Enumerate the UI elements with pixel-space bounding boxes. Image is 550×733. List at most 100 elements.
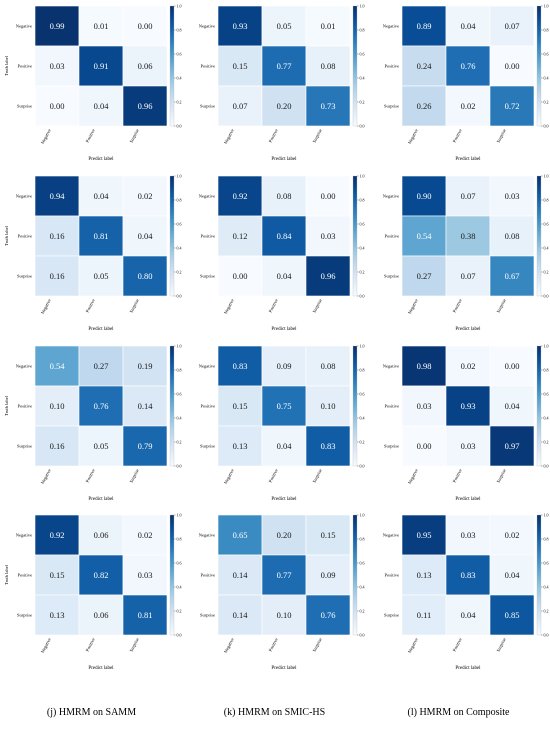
- colorbar-tick-label: 0.8: [360, 197, 365, 202]
- heatmap-svg: 0.93 0.05 0.01 0.15 0.77 0.08 0.07 0.20 0.73 Nega…: [199, 3, 365, 162]
- confusion-matrix-panel: 0.90 0.07 0.03 0.54 0.38 0.08 0.27 0.07 0.67 Nega…: [367, 170, 550, 394]
- row-tick-label: Surprise: [200, 444, 215, 449]
- heatmap-svg: 0.83 0.09 0.08 0.15 0.75 0.10 0.13 0.04 0.83 Nega…: [199, 343, 365, 502]
- row-tick-label: Negative: [383, 194, 399, 199]
- colorbar-tick-label: 0.4: [177, 75, 182, 80]
- colorbar-tick-label: 0.8: [360, 27, 365, 32]
- confusion-matrix-panel: 0.83 0.09 0.08 0.15 0.75 0.10 0.13 0.04 0.83 Nega…: [183, 340, 366, 564]
- cell-value-label: 0.26: [417, 101, 432, 111]
- cell-value-label: 0.08: [277, 191, 292, 201]
- row-tick-label: Negative: [199, 364, 215, 369]
- cell-value-label: 0.83: [321, 441, 336, 451]
- cell-value-label: 0.06: [94, 530, 109, 540]
- colorbar-tick-label: 1.0: [544, 3, 549, 8]
- row-tick-label: Positive: [384, 64, 399, 69]
- colorbar-tick-label: 0.2: [177, 608, 182, 613]
- x-axis-title: Predict label: [455, 666, 481, 671]
- row-tick-label: Surprise: [200, 613, 215, 618]
- row-tick-label: Surprise: [200, 274, 215, 279]
- colorbar-tick-label: 0.8: [177, 197, 182, 202]
- cell-value-label: 0.05: [94, 441, 109, 451]
- colorbar-tick-label: 1.0: [177, 173, 182, 178]
- cell-value-label: 0.96: [138, 101, 153, 111]
- heatmap-cell: [401, 425, 447, 467]
- heatmap-cell: [401, 385, 447, 427]
- cell-value-label: 0.16: [50, 231, 65, 241]
- cell-value-label: 0.03: [461, 530, 476, 540]
- cell-value-label: 0.85: [505, 610, 520, 620]
- row-tick-label: Negative: [199, 194, 215, 199]
- col-tick-label: Positive: [85, 298, 96, 313]
- col-tick-label: Positive: [85, 637, 96, 652]
- cell-value-label: 0.72: [505, 101, 520, 111]
- colorbar-tick-label: 0.8: [544, 536, 549, 541]
- heatmap-cell: [489, 594, 535, 636]
- x-axis-title: Predict label: [455, 497, 481, 502]
- colorbar: [536, 514, 542, 636]
- colorbar-tick-label: 0.2: [177, 99, 182, 104]
- heatmap-cell: [261, 425, 307, 467]
- heatmap-cell: [305, 85, 351, 127]
- colorbar-tick-label: 0.2: [544, 99, 549, 104]
- heatmap-cell: [305, 554, 351, 596]
- heatmap-cell: [122, 175, 168, 217]
- colorbar-tick-label: 0.2: [360, 99, 365, 104]
- heatmap-cell: [445, 5, 491, 47]
- cell-value-label: 0.14: [233, 610, 249, 620]
- colorbar-tick-label: 0.6: [177, 51, 182, 56]
- heatmap-cell: [401, 514, 447, 556]
- cell-value-label: 0.77: [277, 570, 292, 580]
- heatmap-cell: [122, 255, 168, 297]
- cell-value-label: 0.06: [94, 610, 109, 620]
- cell-value-label: 0.95: [417, 530, 432, 540]
- colorbar-tick-label: 1.0: [360, 512, 365, 517]
- cell-value-label: 0.00: [321, 191, 336, 201]
- panel-caption: (k) HMRM on SMIC-HS: [223, 707, 326, 718]
- colorbar-tick-label: 0.6: [177, 560, 182, 565]
- heatmap-cell: [489, 175, 535, 217]
- heatmap-cell: [122, 85, 168, 127]
- heatmap-cell: [78, 255, 124, 297]
- colorbar-tick-label: 1.0: [544, 343, 549, 348]
- heatmap-cell: [217, 215, 263, 257]
- x-axis-title: Predict label: [455, 327, 481, 332]
- cell-value-label: 0.92: [233, 191, 248, 201]
- heatmap-cell: [489, 425, 535, 467]
- heatmap-cell: [78, 215, 124, 257]
- heatmap-cell: [489, 554, 535, 596]
- row-tick-label: Surprise: [384, 444, 399, 449]
- colorbar-tick-label: 0.6: [360, 391, 365, 396]
- heatmap-svg: 0.89 0.04 0.07 0.24 0.76 0.00 0.26 0.02 0.72 Nega…: [383, 3, 549, 162]
- colorbar-tick-label: 0.8: [360, 367, 365, 372]
- heatmap-cell: [261, 215, 307, 257]
- heatmap-cell: [305, 175, 351, 217]
- cell-value-label: 0.03: [461, 441, 476, 451]
- heatmap-svg: 0.92 0.08 0.00 0.12 0.84 0.03 0.00 0.04 0.96 Nega…: [199, 173, 365, 332]
- col-tick-label: Negative: [407, 637, 419, 654]
- heatmap-cell: [78, 385, 124, 427]
- colorbar: [536, 175, 542, 297]
- row-tick-label: Negative: [16, 24, 32, 29]
- cell-value-label: 0.54: [417, 231, 433, 241]
- cell-value-label: 0.00: [505, 61, 520, 71]
- cell-value-label: 0.08: [321, 361, 336, 371]
- colorbar-tick-label: 0.4: [360, 415, 365, 420]
- colorbar: [169, 345, 175, 467]
- confusion-matrix-figure: 0.99 0.01 0.00 0.03 0.91 0.06 0.00 0.04 0.96 Nega…: [4, 0, 550, 718]
- heatmap-cell: [217, 554, 263, 596]
- heatmap-cell: [34, 554, 80, 596]
- colorbar-tick-label: 0.0: [544, 123, 549, 128]
- colorbar-tick-label: 1.0: [544, 173, 549, 178]
- row-tick-label: Positive: [200, 64, 215, 69]
- cell-value-label: 0.14: [233, 570, 249, 580]
- cell-value-label: 0.03: [50, 61, 65, 71]
- cell-value-label: 0.10: [50, 401, 65, 411]
- heatmap-cell: [401, 175, 447, 217]
- confusion-matrix-panel: 0.93 0.05 0.01 0.15 0.77 0.08 0.07 0.20 0.73 Nega…: [183, 0, 366, 224]
- colorbar-tick-label: 0.8: [177, 27, 182, 32]
- row-tick-label: Positive: [17, 573, 32, 578]
- row-tick-label: Negative: [16, 364, 32, 369]
- x-axis-title: Predict label: [271, 666, 297, 671]
- cell-value-label: 0.02: [505, 530, 520, 540]
- cell-value-label: 0.03: [505, 191, 520, 201]
